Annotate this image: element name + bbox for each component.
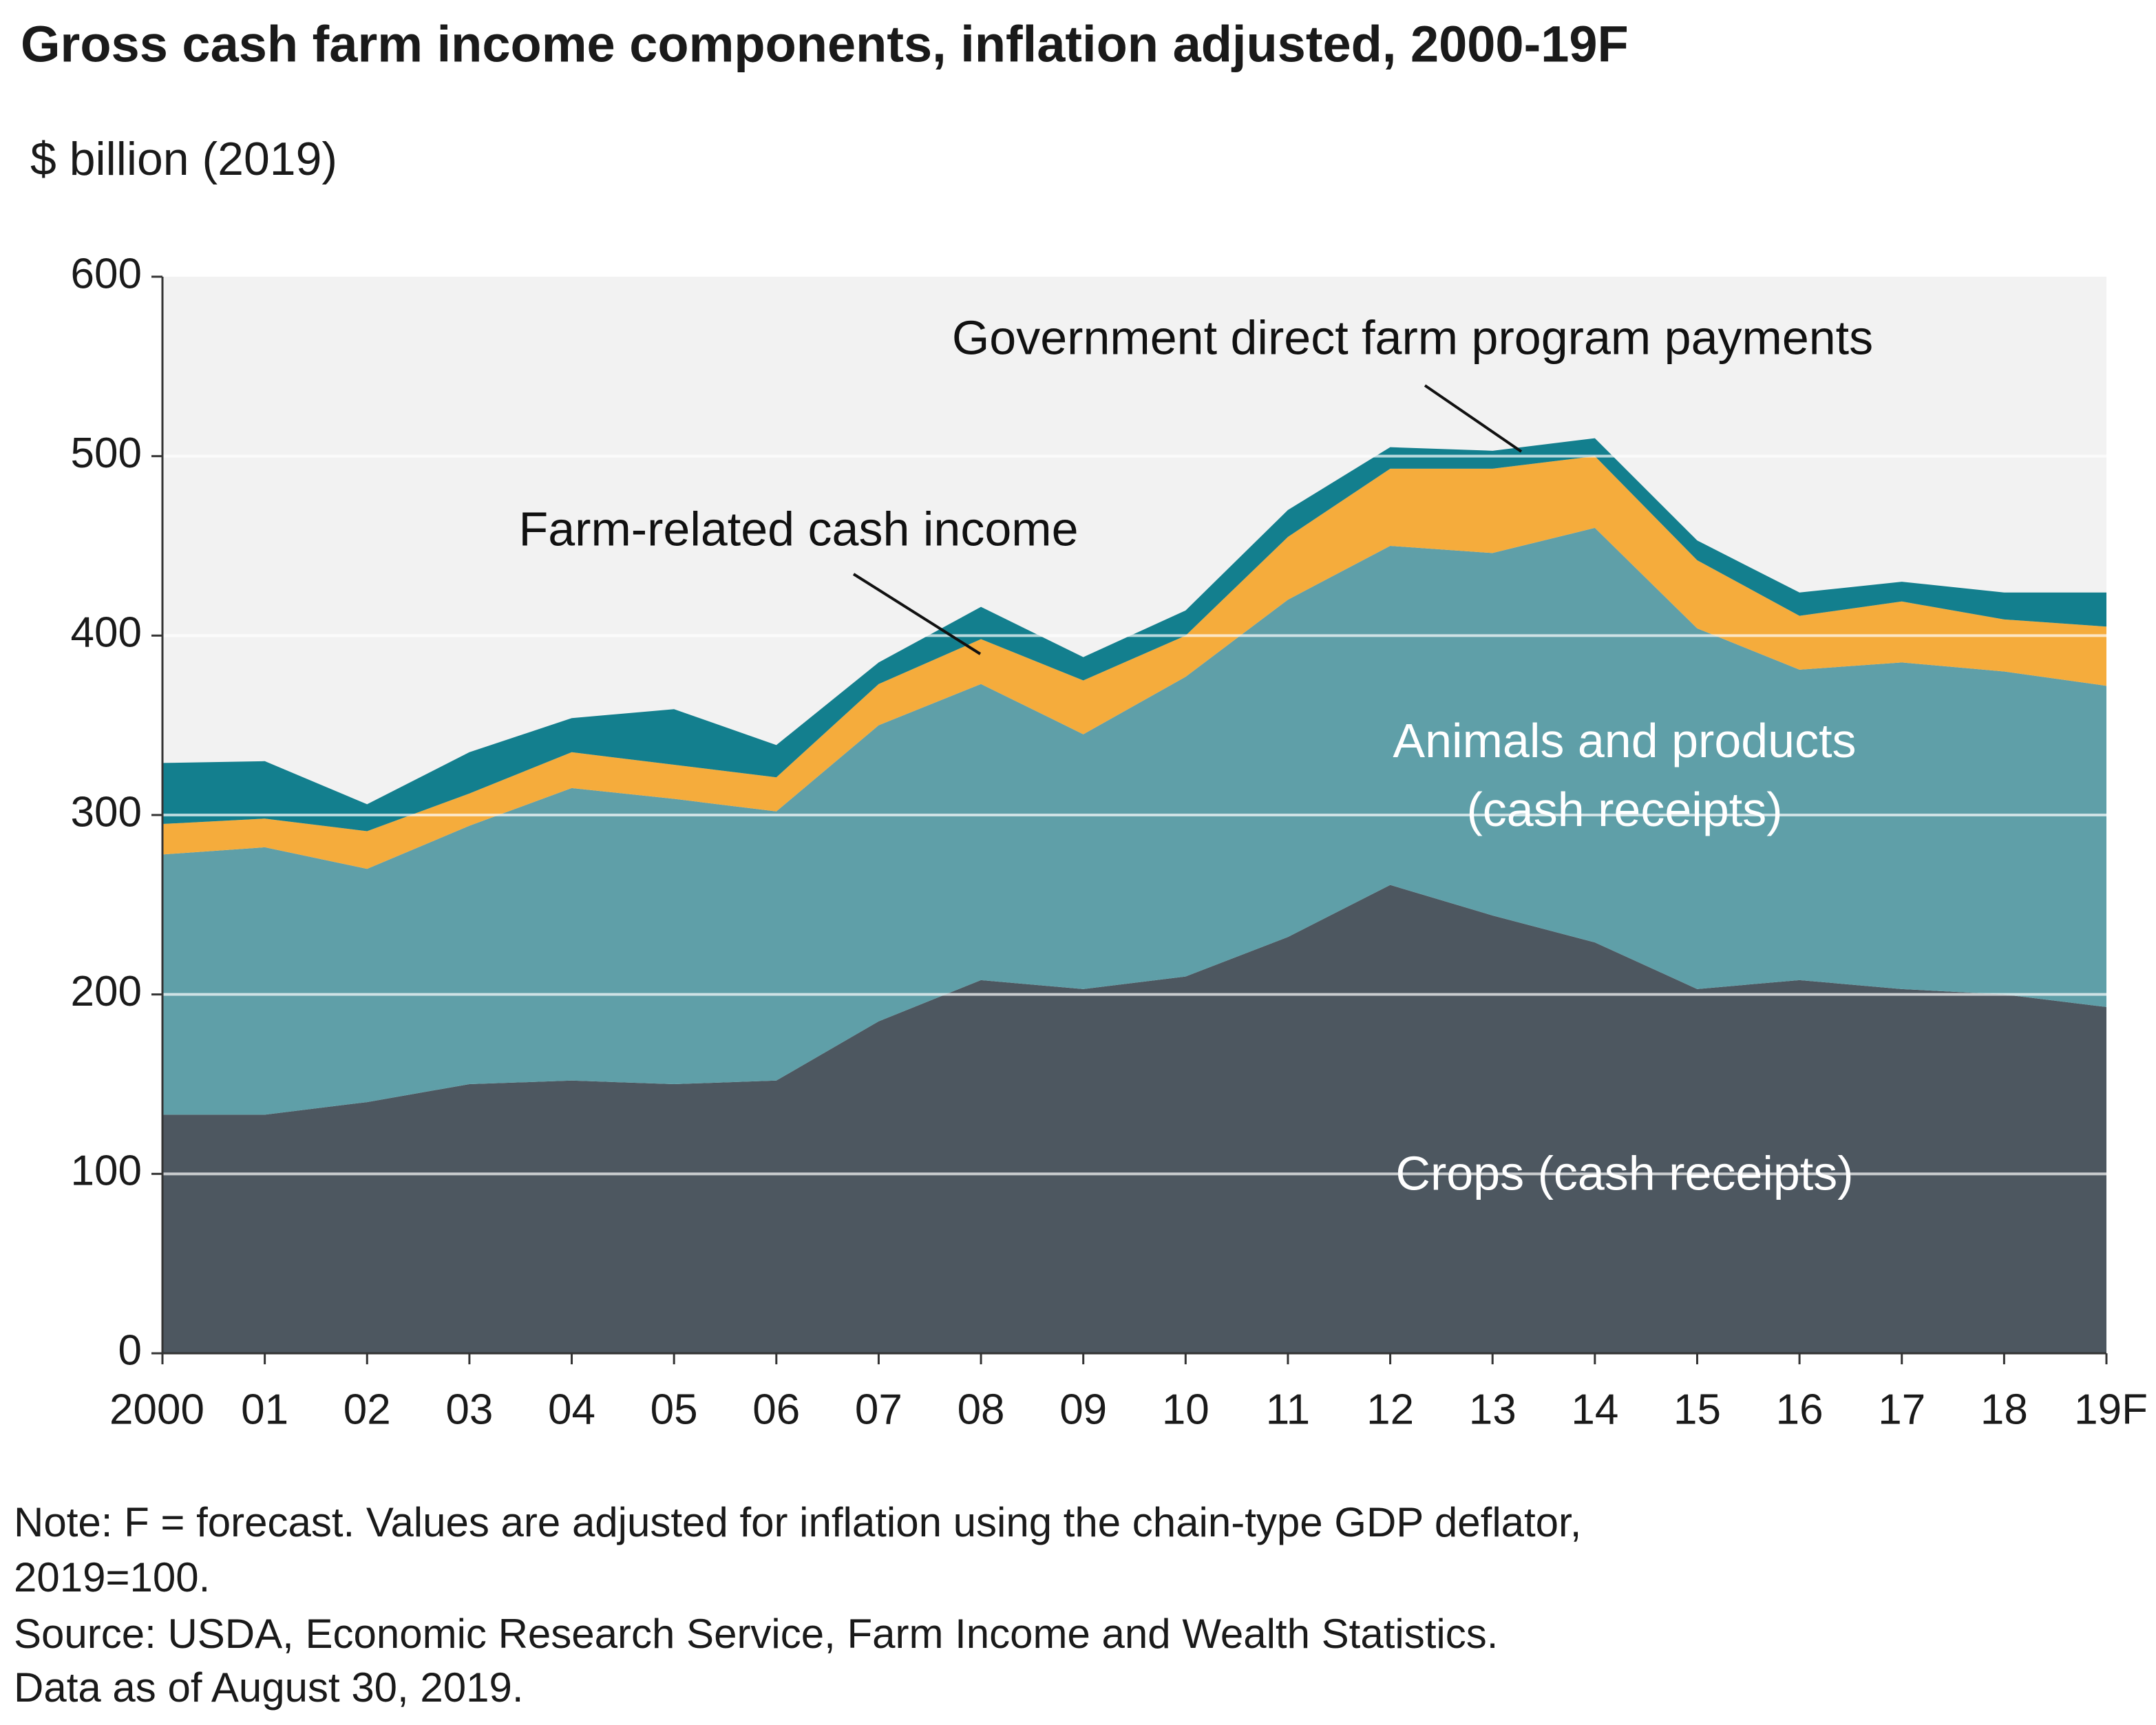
y-tick-label: 100	[71, 1147, 142, 1195]
x-tick-label: 05	[651, 1386, 698, 1433]
series-label: Crops (cash receipts)	[1395, 1146, 1853, 1200]
y-tick-label: 0	[118, 1326, 142, 1374]
subtitle: $ billion (2019)	[30, 133, 337, 185]
x-tick-label: 2000	[109, 1386, 204, 1433]
x-tick-label: 01	[241, 1386, 288, 1433]
x-tick-label: 15	[1673, 1386, 1721, 1433]
chart-title: Gross cash farm income components, infla…	[21, 16, 1629, 73]
x-tick-label: 02	[344, 1386, 391, 1433]
x-tick-label: 12	[1366, 1386, 1414, 1433]
x-tick-label: 09	[1059, 1386, 1107, 1433]
x-tick-label: 14	[1571, 1386, 1618, 1433]
x-tick-label: 04	[548, 1386, 595, 1433]
note: Source: USDA, Economic Research Service,…	[14, 1611, 1498, 1657]
y-tick-label: 600	[71, 250, 142, 297]
area	[162, 456, 2106, 869]
area	[162, 885, 2106, 1353]
series-label: Animals and products (cash receipts)	[1393, 714, 1856, 836]
x-tick-label: 19F	[2074, 1386, 2148, 1433]
note: Note: F = forecast. Values are adjusted …	[14, 1499, 1581, 1545]
x-tick-label: 17	[1878, 1386, 1925, 1433]
leader-line	[852, 573, 982, 655]
note: Data as of August 30, 2019.	[14, 1664, 524, 1711]
y-tick-label: 300	[71, 788, 142, 836]
series-label: Government direct farm program payments	[952, 310, 1873, 364]
leader-line	[1424, 384, 1523, 453]
x-tick-label: 10	[1162, 1386, 1209, 1433]
x-tick-label: 03	[445, 1386, 493, 1433]
x-tick-label: 07	[855, 1386, 902, 1433]
x-tick-label: 08	[958, 1386, 1005, 1433]
area	[162, 527, 2106, 1115]
x-tick-label: 11	[1266, 1386, 1310, 1433]
y-tick-label: 200	[71, 968, 142, 1015]
x-tick-label: 06	[752, 1386, 800, 1433]
series-label: Farm-related cash income	[518, 502, 1078, 555]
x-tick-label: 18	[1980, 1386, 2028, 1433]
x-tick-label: 13	[1469, 1386, 1516, 1433]
y-tick-label: 400	[71, 609, 142, 657]
x-tick-label: 16	[1776, 1386, 1824, 1433]
note: 2019=100.	[14, 1554, 210, 1600]
y-tick-label: 500	[71, 430, 142, 477]
